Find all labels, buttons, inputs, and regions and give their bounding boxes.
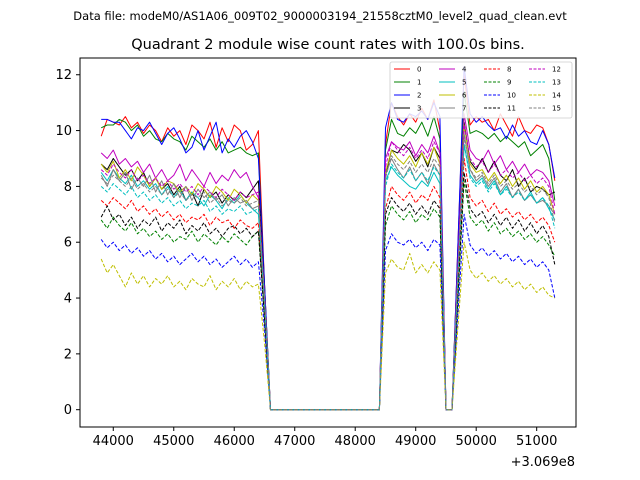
legend-label-15: 15 <box>552 105 561 113</box>
x-tick-label: 44000 <box>93 434 134 449</box>
series-line-13 <box>100 144 556 411</box>
y-tick-label: 2 <box>64 347 72 362</box>
y-tick-label: 10 <box>55 124 72 139</box>
legend-label-13: 13 <box>552 79 561 87</box>
y-tick-label: 8 <box>64 180 72 195</box>
y-tick-label: 0 <box>64 403 72 418</box>
legend-label-10: 10 <box>507 92 516 100</box>
x-tick-label: 45000 <box>153 434 194 449</box>
y-tick-label: 6 <box>64 236 72 251</box>
legend-label-1: 1 <box>417 79 421 87</box>
legend-label-8: 8 <box>507 66 511 74</box>
x-tick-label: 46000 <box>214 434 255 449</box>
y-tick-label: 4 <box>64 292 72 307</box>
x-tick-label: 49000 <box>395 434 436 449</box>
y-tick-label: 12 <box>55 68 72 83</box>
chart-title: Quadrant 2 module wise count rates with … <box>131 37 525 53</box>
legend-label-0: 0 <box>417 66 421 74</box>
legend-label-14: 14 <box>552 92 561 100</box>
x-offset-label: +3.069e8 <box>511 455 575 470</box>
x-tick-label: 51000 <box>516 434 557 449</box>
legend-label-11: 11 <box>507 105 516 113</box>
legend-label-2: 2 <box>417 92 421 100</box>
legend-label-6: 6 <box>462 92 467 100</box>
legend-label-4: 4 <box>462 66 467 74</box>
series-lines <box>100 65 556 411</box>
legend-label-12: 12 <box>552 66 561 74</box>
series-line-15 <box>100 135 556 411</box>
suptitle: Data file: modeM0/AS1A06_009T02_90000031… <box>73 9 567 23</box>
plot-area: 44000 45000 46000 47000 48000 49000 50000 51000… <box>55 57 577 449</box>
legend-label-3: 3 <box>417 105 421 113</box>
x-tick-label: 50000 <box>456 434 497 449</box>
x-tick-label: 48000 <box>335 434 376 449</box>
legend-box <box>389 61 573 119</box>
legend-label-9: 9 <box>507 79 511 87</box>
legend-label-5: 5 <box>462 79 466 87</box>
x-tick-label: 47000 <box>274 434 315 449</box>
legend-label-7: 7 <box>462 105 466 113</box>
series-line-8 <box>100 158 556 411</box>
